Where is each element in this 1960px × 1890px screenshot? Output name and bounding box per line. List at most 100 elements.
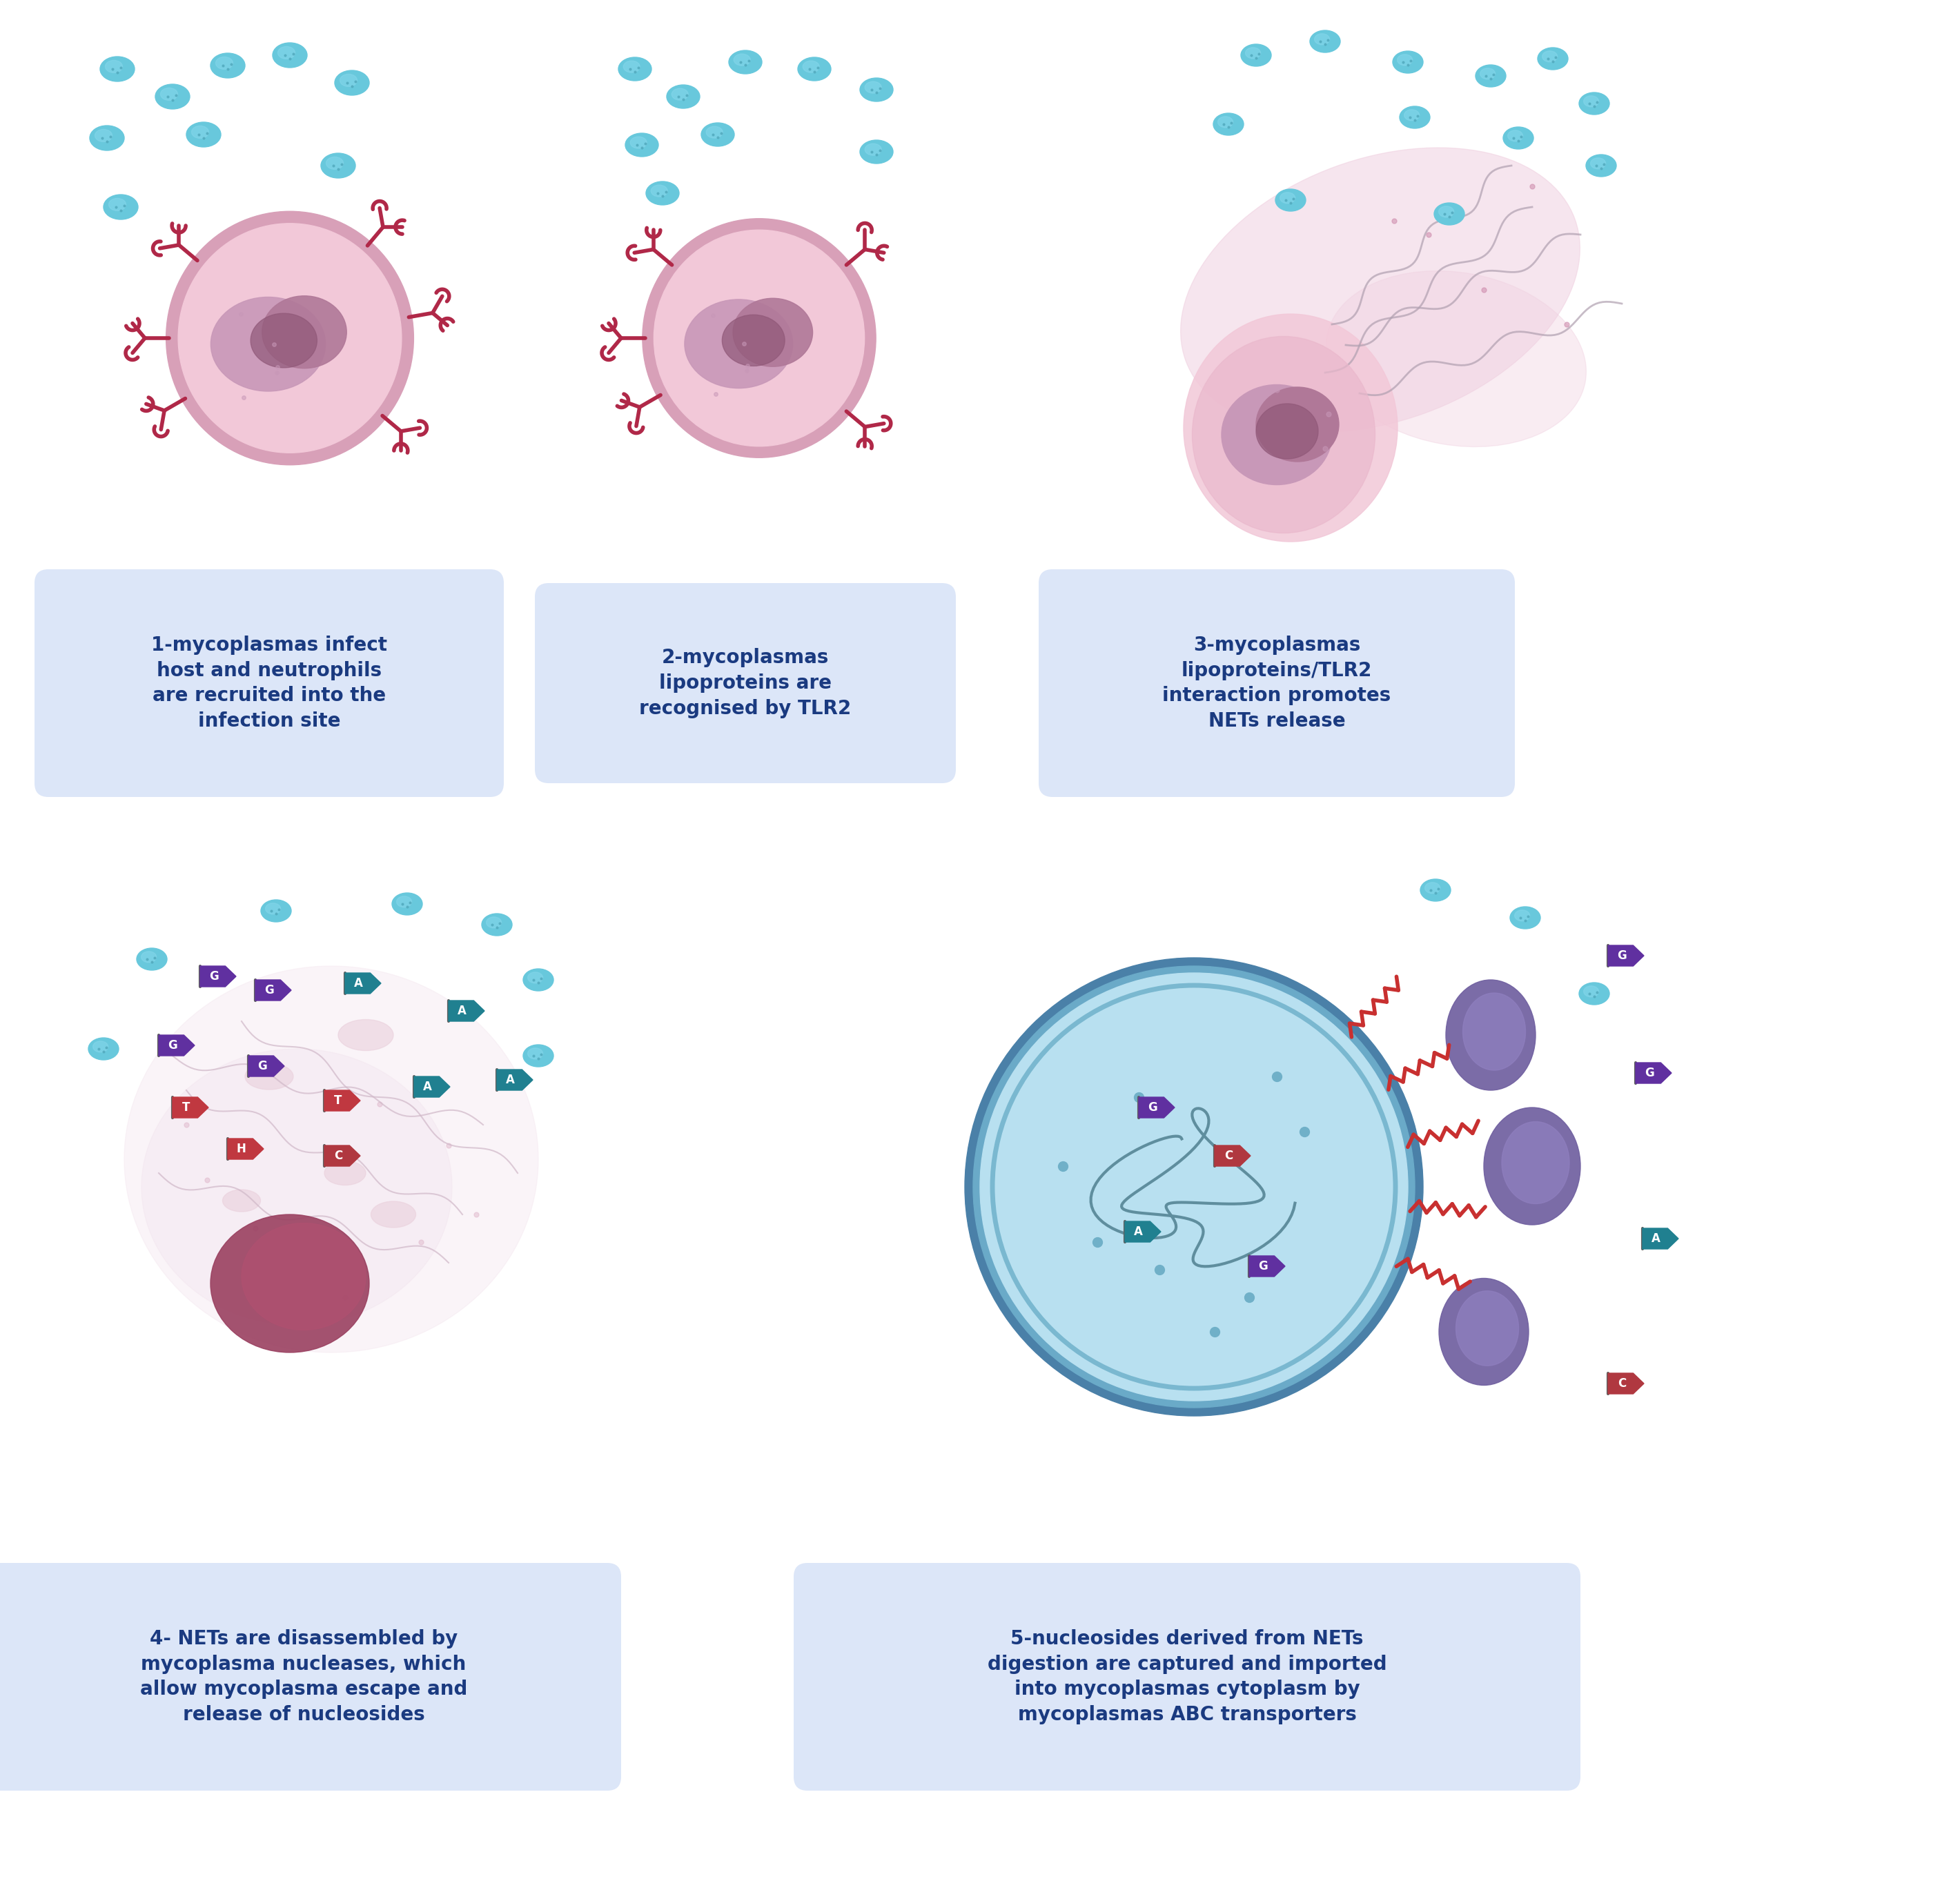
Ellipse shape bbox=[325, 157, 343, 170]
Text: G: G bbox=[257, 1060, 267, 1072]
Text: A: A bbox=[506, 1074, 515, 1087]
Ellipse shape bbox=[1421, 879, 1450, 902]
Ellipse shape bbox=[1501, 1121, 1570, 1204]
Text: C: C bbox=[1225, 1149, 1233, 1162]
Ellipse shape bbox=[167, 212, 414, 465]
Ellipse shape bbox=[1399, 106, 1431, 129]
Ellipse shape bbox=[1484, 1108, 1580, 1225]
Ellipse shape bbox=[392, 892, 421, 915]
Ellipse shape bbox=[1241, 43, 1272, 66]
Polygon shape bbox=[200, 966, 235, 987]
Text: G: G bbox=[1644, 1066, 1654, 1079]
Ellipse shape bbox=[625, 132, 659, 157]
Ellipse shape bbox=[241, 1223, 367, 1331]
Ellipse shape bbox=[339, 74, 357, 87]
Ellipse shape bbox=[1590, 159, 1605, 168]
Ellipse shape bbox=[370, 1202, 416, 1228]
Text: 3-mycoplasmas
lipoproteins/TLR2
interaction promotes
NETs release: 3-mycoplasmas lipoproteins/TLR2 interact… bbox=[1162, 635, 1392, 731]
Ellipse shape bbox=[263, 297, 347, 369]
Ellipse shape bbox=[617, 57, 651, 81]
Ellipse shape bbox=[178, 223, 402, 454]
Text: G: G bbox=[1617, 949, 1627, 962]
Ellipse shape bbox=[1309, 30, 1341, 53]
Ellipse shape bbox=[94, 129, 112, 142]
Ellipse shape bbox=[1425, 883, 1441, 894]
Ellipse shape bbox=[155, 85, 190, 110]
Ellipse shape bbox=[1580, 983, 1609, 1005]
Ellipse shape bbox=[1213, 113, 1245, 136]
Ellipse shape bbox=[1543, 51, 1558, 62]
Polygon shape bbox=[1215, 1145, 1250, 1166]
Ellipse shape bbox=[1256, 387, 1339, 461]
Ellipse shape bbox=[1217, 117, 1233, 127]
Text: 1-mycoplasmas infect
host and neutrophils
are recruited into the
infection site: 1-mycoplasmas infect host and neutrophil… bbox=[151, 635, 388, 731]
Ellipse shape bbox=[141, 951, 157, 962]
Ellipse shape bbox=[733, 55, 751, 66]
Ellipse shape bbox=[864, 144, 882, 155]
Ellipse shape bbox=[655, 231, 864, 446]
Ellipse shape bbox=[1256, 404, 1319, 459]
Polygon shape bbox=[249, 1057, 284, 1077]
Ellipse shape bbox=[733, 299, 813, 367]
Polygon shape bbox=[323, 1145, 361, 1166]
Ellipse shape bbox=[1192, 336, 1376, 533]
Ellipse shape bbox=[186, 123, 221, 147]
Ellipse shape bbox=[123, 966, 539, 1353]
Text: G: G bbox=[210, 970, 218, 983]
Ellipse shape bbox=[1403, 110, 1419, 121]
Ellipse shape bbox=[1315, 34, 1329, 45]
Ellipse shape bbox=[623, 60, 639, 72]
Circle shape bbox=[964, 958, 1423, 1416]
Ellipse shape bbox=[1586, 155, 1617, 176]
Ellipse shape bbox=[1446, 979, 1535, 1091]
FancyBboxPatch shape bbox=[0, 1563, 621, 1790]
Ellipse shape bbox=[192, 127, 210, 138]
Ellipse shape bbox=[706, 127, 723, 138]
Ellipse shape bbox=[1584, 987, 1599, 996]
Ellipse shape bbox=[106, 60, 123, 72]
Ellipse shape bbox=[1397, 55, 1413, 66]
Ellipse shape bbox=[860, 77, 894, 102]
Text: G: G bbox=[265, 985, 274, 996]
Ellipse shape bbox=[88, 1038, 120, 1060]
FancyBboxPatch shape bbox=[535, 584, 956, 782]
Ellipse shape bbox=[798, 57, 831, 81]
Ellipse shape bbox=[721, 316, 784, 367]
Ellipse shape bbox=[1394, 51, 1423, 74]
Ellipse shape bbox=[1456, 1291, 1519, 1366]
Ellipse shape bbox=[684, 299, 792, 387]
Polygon shape bbox=[1642, 1228, 1678, 1249]
Ellipse shape bbox=[1280, 193, 1296, 204]
Ellipse shape bbox=[482, 913, 512, 936]
Polygon shape bbox=[1637, 1062, 1672, 1083]
Text: G: G bbox=[1258, 1261, 1268, 1272]
Polygon shape bbox=[323, 1091, 361, 1111]
Ellipse shape bbox=[860, 140, 894, 164]
Ellipse shape bbox=[1476, 64, 1505, 87]
Ellipse shape bbox=[1327, 270, 1586, 446]
Polygon shape bbox=[414, 1077, 451, 1098]
Ellipse shape bbox=[1503, 127, 1533, 149]
Text: A: A bbox=[355, 977, 363, 990]
Ellipse shape bbox=[245, 1064, 294, 1089]
Text: G: G bbox=[169, 1040, 176, 1051]
Polygon shape bbox=[227, 1138, 265, 1159]
Ellipse shape bbox=[1507, 130, 1523, 142]
Polygon shape bbox=[498, 1070, 533, 1091]
Ellipse shape bbox=[804, 60, 819, 72]
Ellipse shape bbox=[1276, 189, 1305, 212]
Text: A: A bbox=[423, 1081, 431, 1092]
Polygon shape bbox=[172, 1098, 208, 1117]
FancyBboxPatch shape bbox=[35, 569, 504, 798]
Ellipse shape bbox=[1435, 202, 1464, 225]
Ellipse shape bbox=[90, 125, 123, 151]
Ellipse shape bbox=[137, 949, 167, 970]
Ellipse shape bbox=[1245, 47, 1260, 59]
Ellipse shape bbox=[643, 219, 876, 457]
Polygon shape bbox=[1607, 945, 1644, 966]
Ellipse shape bbox=[527, 971, 543, 983]
Ellipse shape bbox=[1584, 96, 1599, 108]
Ellipse shape bbox=[1515, 909, 1529, 920]
Ellipse shape bbox=[523, 1045, 553, 1066]
Ellipse shape bbox=[1180, 147, 1580, 433]
